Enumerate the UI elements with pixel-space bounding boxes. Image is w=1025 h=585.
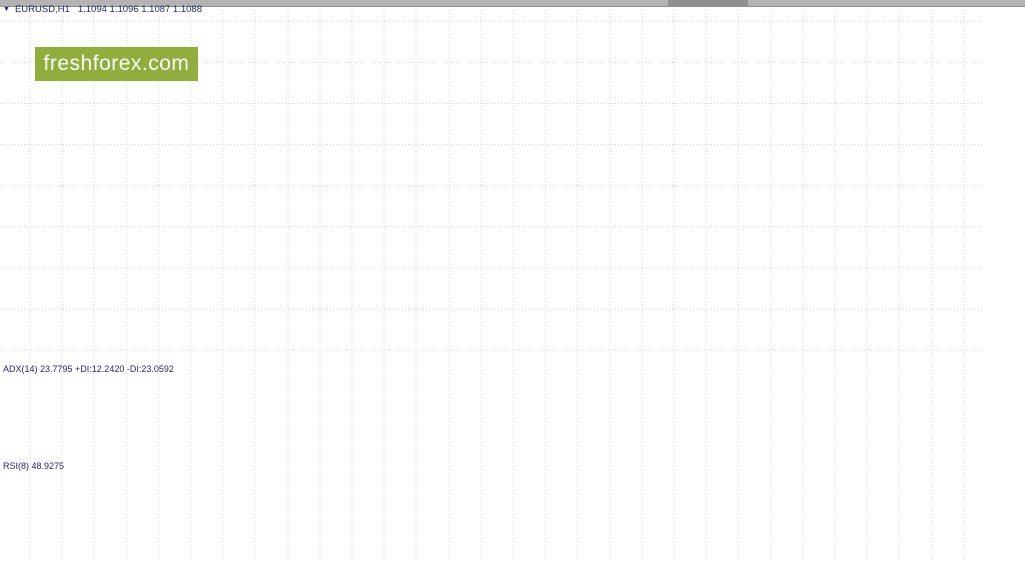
- toolbar-strip: [0, 0, 1025, 7]
- freshforex-logo: freshforex.com: [35, 47, 198, 81]
- chart-title-ohlc: 1.1094 1.1096 1.1087 1.1088: [77, 3, 202, 15]
- symbol-dropdown-icon[interactable]: ▼: [3, 5, 10, 13]
- rsi-indicator-label: RSI(8) 48.9275: [3, 461, 65, 471]
- toolbar-segment: [668, 0, 748, 6]
- chart-title-symbol: EURUSD,H1: [14, 3, 70, 15]
- adx-indicator-label: ADX(14) 23.7795 +DI:12.2420 -DI:23.0592: [3, 364, 174, 374]
- freshforex-logo-text: freshforex.com: [43, 52, 190, 75]
- chart-title: ▼ EURUSD,H1 1.1094 1.1096 1.1087 1.1088: [3, 3, 202, 15]
